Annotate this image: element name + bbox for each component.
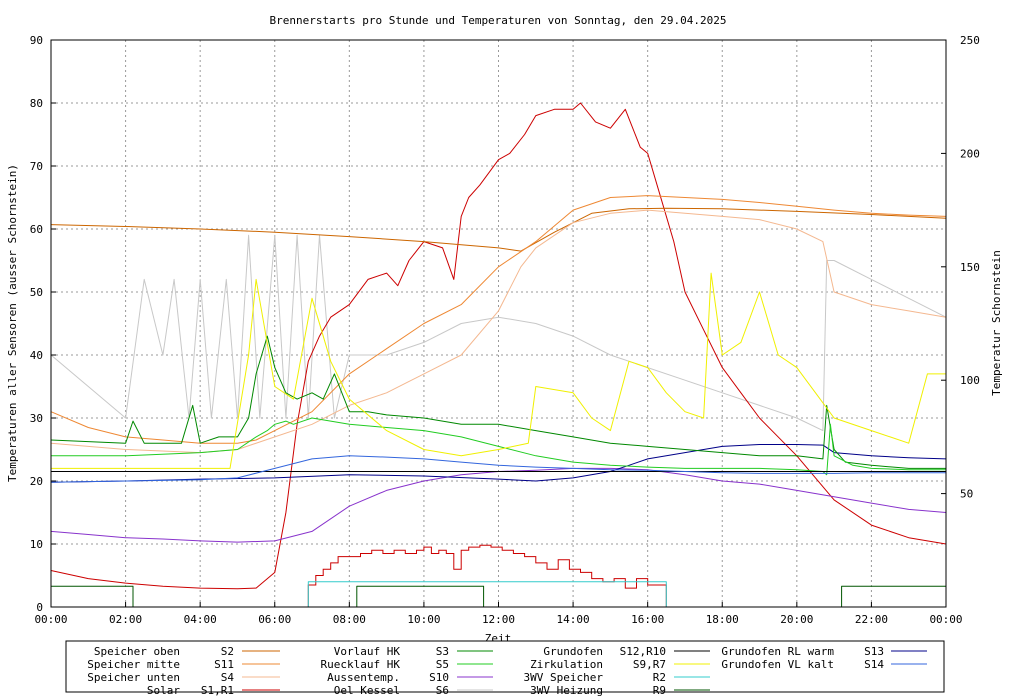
legend-label-vorlauf-hk: Vorlauf HK bbox=[334, 645, 401, 658]
legend-code-ruecklauf-hk: S5 bbox=[436, 658, 449, 671]
series-line-speicher-oben bbox=[50, 207, 947, 252]
x-tick-label: 22:00 bbox=[855, 613, 888, 626]
legend-code-oel-kessel: S6 bbox=[436, 684, 449, 697]
legend-label-aussentemp: Aussentemp. bbox=[327, 671, 400, 684]
legend-code-3wv-heizung: R9 bbox=[653, 684, 666, 697]
x-tick-label: 04:00 bbox=[184, 613, 217, 626]
legend-code-grundofen-rl-warm: S13 bbox=[864, 645, 884, 658]
legend-label-3wv-heizung: 3WV Heizung bbox=[530, 684, 603, 697]
x-tick-label: 12:00 bbox=[482, 613, 515, 626]
legend-code-3wv-speicher: R2 bbox=[653, 671, 666, 684]
legend-code-grundofen-vl-kalt: S14 bbox=[864, 658, 884, 671]
y-tick-label: 20 bbox=[30, 475, 43, 488]
burner-starts-steps bbox=[307, 544, 667, 607]
legend-code-zirkulation: S9,R7 bbox=[633, 658, 666, 671]
y2-axis-label: Temperatur Schornstein bbox=[990, 250, 1003, 396]
legend-label-speicher-oben: Speicher oben bbox=[94, 645, 180, 658]
legend-box bbox=[65, 640, 945, 693]
x-tick-label: 00:00 bbox=[34, 613, 67, 626]
legend: Speicher oben S2 Speicher mitte S11 Speicher… bbox=[87, 645, 927, 697]
legend-label-grundofen-vl-kalt: Grundofen VL kalt bbox=[721, 658, 834, 671]
legend-label-grundofen-rl-warm: Grundofen RL warm bbox=[721, 645, 834, 658]
legend-label-speicher-unten: Speicher unten bbox=[87, 671, 180, 684]
legend-code-grundofen: S12,R10 bbox=[620, 645, 666, 658]
y2-tick-label: 100 bbox=[960, 374, 980, 387]
x-tick-label: 02:00 bbox=[109, 613, 142, 626]
legend-label-zirkulation: Zirkulation bbox=[530, 658, 603, 671]
series-line-3wv-heizung bbox=[51, 585, 946, 608]
y-tick-label: 0 bbox=[36, 601, 43, 614]
series-line-speicher-unten bbox=[50, 209, 947, 454]
x-tick-label: 18:00 bbox=[706, 613, 739, 626]
legend-code-solar: S1,R1 bbox=[201, 684, 234, 697]
y2-tick-label: 150 bbox=[960, 261, 980, 274]
series-line-zirkulation bbox=[51, 272, 946, 469]
legend-label-3wv-speicher: 3WV Speicher bbox=[524, 671, 604, 684]
legend-label-oel-kessel: Oel Kessel bbox=[334, 684, 400, 697]
series-line-grundofen-vl-kalt bbox=[50, 455, 946, 483]
y-axis-ticks: 0 10 20 30 40 50 60 70 80 90 bbox=[30, 34, 56, 614]
y-axis-label: Temperaturen aller Sensoren (ausser Scho… bbox=[6, 164, 19, 482]
series-line-solar bbox=[50, 102, 947, 590]
y2-tick-label: 50 bbox=[960, 488, 973, 501]
x-tick-label: 16:00 bbox=[631, 613, 664, 626]
x-tick-label: 20:00 bbox=[780, 613, 813, 626]
y-tick-label: 70 bbox=[30, 160, 43, 173]
legend-label-solar: Solar bbox=[147, 684, 180, 697]
series-line-speicher-mitte bbox=[50, 195, 947, 444]
legend-code-vorlauf-hk: S3 bbox=[436, 645, 449, 658]
y-tick-label: 90 bbox=[30, 34, 43, 47]
x-axis-ticks: 00:00 02:00 04:00 06:00 08:00 10:00 12:00 14:00… bbox=[34, 602, 963, 626]
x-tick-label: 06:00 bbox=[258, 613, 291, 626]
x-tick-label: 14:00 bbox=[557, 613, 590, 626]
y-tick-label: 30 bbox=[30, 412, 43, 425]
y-tick-label: 50 bbox=[30, 286, 43, 299]
x-tick-label: 00:00 bbox=[929, 613, 962, 626]
y-tick-label: 60 bbox=[30, 223, 43, 236]
y2-tick-label: 250 bbox=[960, 34, 980, 47]
series-line-grundofen-rl-warm bbox=[50, 444, 947, 483]
legend-code-speicher-unten: S4 bbox=[221, 671, 235, 684]
x-tick-label: 08:00 bbox=[333, 613, 366, 626]
series-line-vorlauf-hk bbox=[50, 335, 946, 469]
x-tick-label: 10:00 bbox=[407, 613, 440, 626]
y-tick-label: 40 bbox=[30, 349, 43, 362]
legend-label-ruecklauf-hk: Ruecklauf HK bbox=[321, 658, 401, 671]
series-line-oel-kessel bbox=[50, 234, 947, 432]
legend-code-aussentemp: S10 bbox=[429, 671, 449, 684]
series-layer bbox=[50, 102, 947, 608]
series-line-ruecklauf-hk bbox=[51, 417, 946, 476]
y-tick-label: 10 bbox=[30, 538, 43, 551]
chart-title: Brennerstarts pro Stunde und Temperature… bbox=[270, 14, 727, 27]
legend-label-speicher-mitte: Speicher mitte bbox=[87, 658, 180, 671]
legend-code-speicher-oben: S2 bbox=[221, 645, 234, 658]
y2-axis-ticks: 50 100 150 200 250 bbox=[941, 34, 980, 501]
legend-code-speicher-mitte: S11 bbox=[214, 658, 234, 671]
legend-label-grundofen: Grundofen bbox=[543, 645, 603, 658]
y-tick-label: 80 bbox=[30, 97, 43, 110]
y2-tick-label: 200 bbox=[960, 147, 980, 160]
